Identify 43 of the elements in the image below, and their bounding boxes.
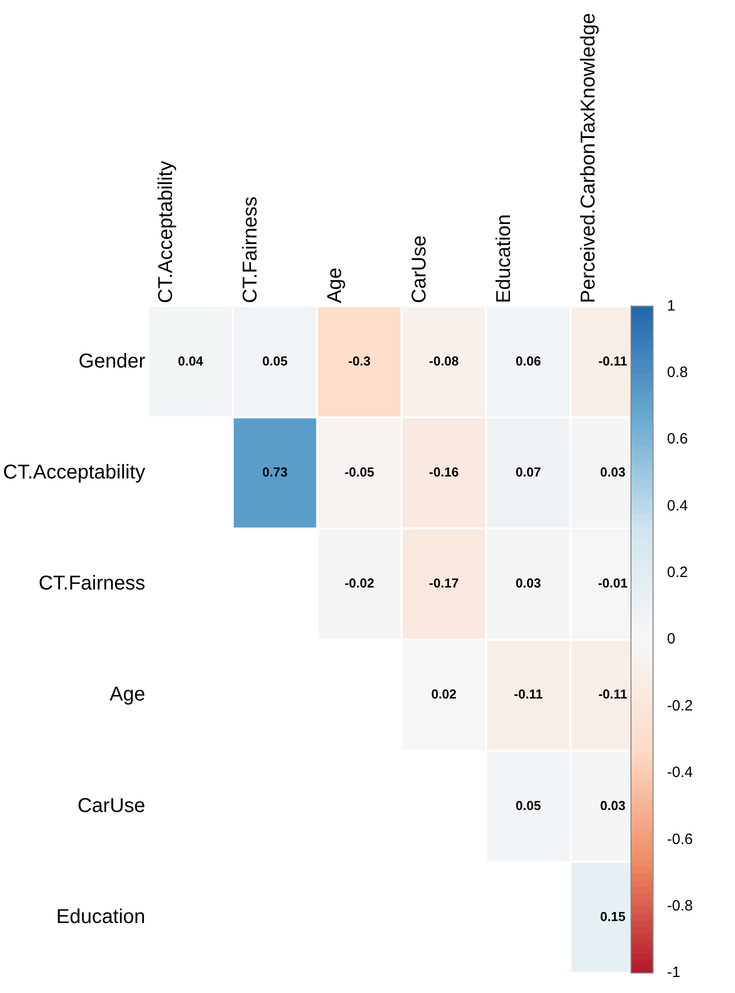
data-label: 0.05 <box>516 798 541 813</box>
data-label: 0.02 <box>431 686 457 702</box>
y-tick-label: CarUse <box>77 794 146 817</box>
y-tick-label: CT.Fairness <box>38 572 146 595</box>
data-label: -0.11 <box>598 353 628 368</box>
data-label: 0.03 <box>600 464 626 480</box>
color-bar-label: 0 <box>667 630 676 648</box>
color-bar-label: 0.6 <box>667 430 688 448</box>
color-bar-label: -0.2 <box>667 697 693 714</box>
y-tick-label: Gender <box>78 350 146 372</box>
data-label: -0.08 <box>429 353 459 368</box>
y-tick-label: Age <box>110 684 146 706</box>
data-label: 0.03 <box>516 576 541 591</box>
x-tick-label: CT.Fairness <box>239 196 262 304</box>
data-label: 0.03 <box>600 798 626 813</box>
data-label: -0.3 <box>348 353 371 368</box>
data-label: 0.05 <box>262 353 288 368</box>
data-label: 0.06 <box>516 353 541 368</box>
color-bar-label: -0.6 <box>667 830 693 848</box>
color-bar-label: -1 <box>667 964 680 982</box>
data-label: -0.02 <box>344 576 374 591</box>
color-bar-label: 0.8 <box>667 364 688 381</box>
y-tick-label: CT.Acceptability <box>2 461 146 484</box>
color-bar-label: -0.8 <box>667 897 693 914</box>
data-label: -0.16 <box>429 464 459 480</box>
data-label: -0.01 <box>598 576 628 591</box>
data-label: 0.04 <box>178 353 204 368</box>
data-label: 0.07 <box>516 464 541 480</box>
x-tick-label: Perceived.CarbonTaxKnowledge <box>577 12 600 304</box>
color-bar-label: 1 <box>667 297 676 314</box>
color-bar-label: -0.4 <box>667 764 693 782</box>
x-tick-label: Education <box>492 214 515 304</box>
y-tick-label: Education <box>56 906 146 928</box>
data-label: -0.17 <box>429 576 459 591</box>
x-tick-label: Age <box>324 268 346 304</box>
data-label: -0.11 <box>598 686 628 702</box>
data-label: -0.05 <box>344 464 374 480</box>
x-tick-label: CarUse <box>408 235 430 304</box>
color-bar-label: 0.4 <box>667 497 688 514</box>
data-label: 0.15 <box>600 909 626 924</box>
data-label: 0.73 <box>262 464 288 480</box>
data-label: -0.11 <box>514 686 543 702</box>
color-bar-label: 0.2 <box>667 564 688 582</box>
